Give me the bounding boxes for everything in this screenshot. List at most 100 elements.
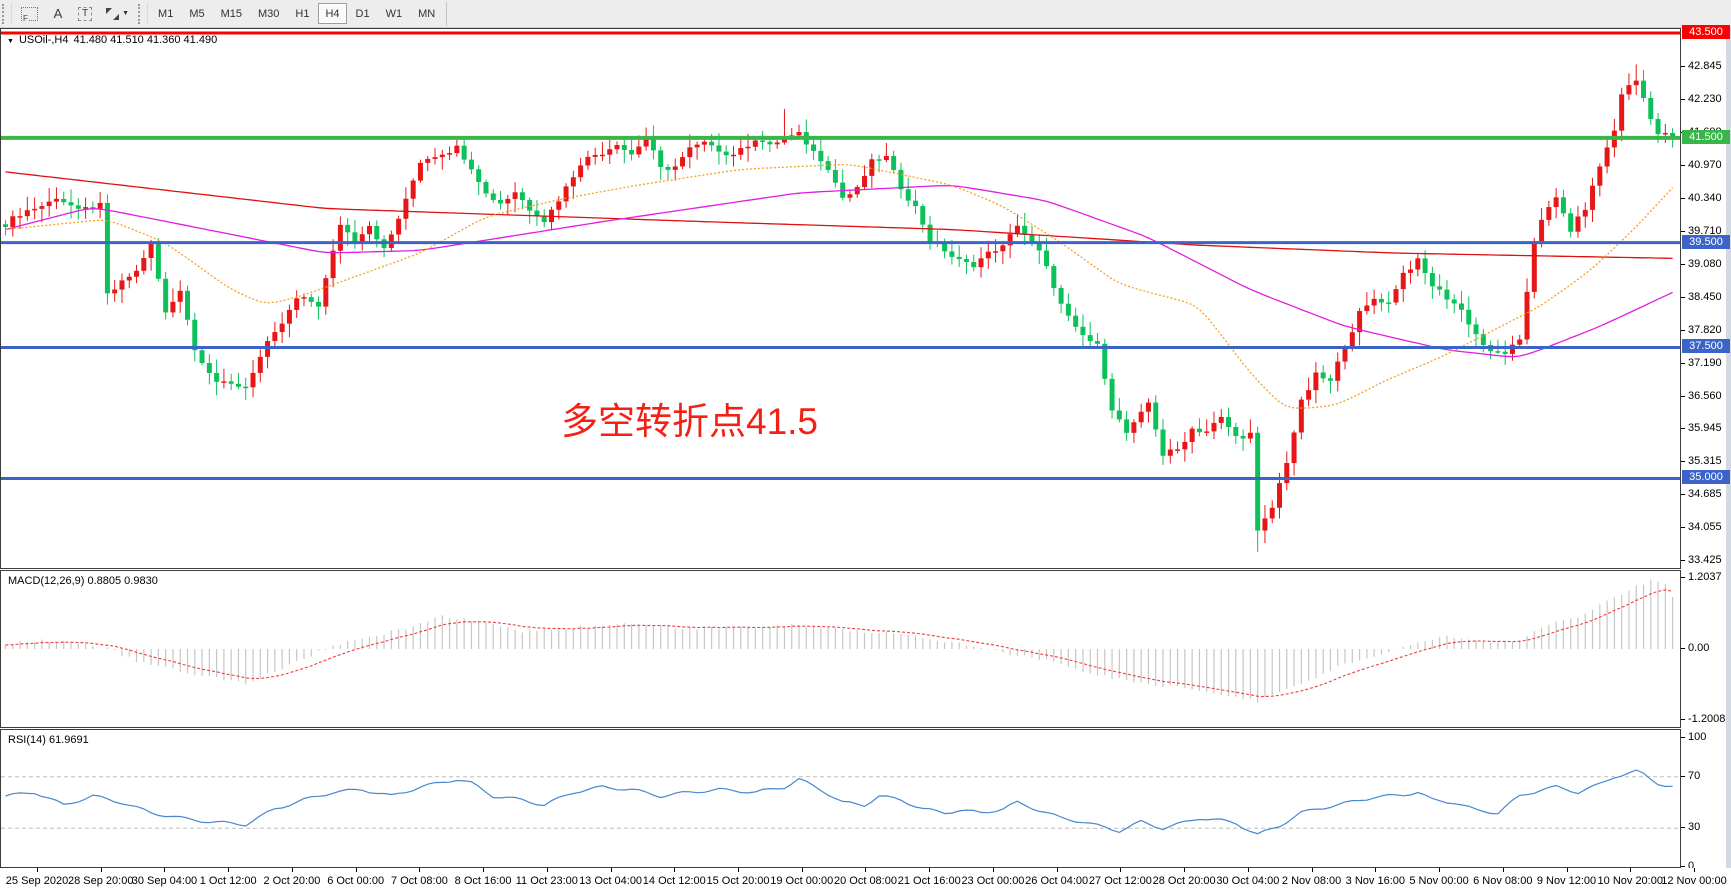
macd-tick-label: -1.2008 <box>1688 712 1726 725</box>
axis-tick-mark <box>1681 197 1685 199</box>
timeframe-button-D1[interactable]: D1 <box>349 3 377 24</box>
time-tick-label: 20 Oct 08:00 <box>833 875 897 887</box>
timeframe-button-M5[interactable]: M5 <box>182 3 211 24</box>
rsi-indicator-panel[interactable]: RSI(14) 61.9691 <box>0 729 1681 868</box>
time-tick-mark <box>674 868 676 872</box>
macd-signal-line <box>5 589 1673 698</box>
text-box-button[interactable]: T <box>72 3 98 25</box>
time-tick-mark <box>1502 868 1504 872</box>
macd-histogram <box>4 579 1674 703</box>
text-label-icon: A <box>53 6 63 21</box>
time-tick-label: 27 Oct 12:00 <box>1088 875 1152 887</box>
axis-tick-mark <box>1681 648 1685 649</box>
timeframe-button-H4[interactable]: H4 <box>318 3 347 24</box>
time-tick-mark <box>37 868 38 872</box>
price-level-badge-39.500: 39.500 <box>1682 234 1730 249</box>
timeframe-button-M1[interactable]: M1 <box>151 3 180 24</box>
price-axis[interactable]: 42.84542.23041.60040.97040.34039.71039.0… <box>1681 25 1731 872</box>
price-level-badge-35.000: 35.000 <box>1682 470 1730 485</box>
time-tick-label: 11 Oct 23:00 <box>515 875 578 887</box>
annotation-text[interactable]: 多空转折点41.5 <box>561 401 819 442</box>
toolbar-separator <box>446 1 448 26</box>
timeframe-button-H1[interactable]: H1 <box>288 3 316 24</box>
ma-slow-red-line <box>5 171 1673 260</box>
time-tick-label: 13 Oct 04:00 <box>579 875 643 887</box>
ma-fast-orange-line <box>5 163 1674 409</box>
axis-tick-mark <box>1681 362 1685 364</box>
price-tick-label: 42.845 <box>1688 60 1722 73</box>
time-tick-label: 28 Sep 20:00 <box>67 875 134 887</box>
time-tick-mark <box>546 868 548 872</box>
price-level-badge-37.500: 37.500 <box>1682 339 1730 354</box>
time-tick-label: 10 Nov 20:00 <box>1597 875 1663 887</box>
axis-tick-mark <box>1681 718 1685 720</box>
time-tick-mark <box>1120 868 1122 872</box>
text-box-icon: T <box>78 6 93 21</box>
time-tick-mark <box>1439 868 1441 872</box>
price-tick-label: 36.560 <box>1688 389 1722 402</box>
axis-tick-mark <box>1681 560 1685 562</box>
symbol-marker-icon: ▼ <box>7 37 14 45</box>
price-tick-label: 38.450 <box>1688 290 1722 303</box>
dropdown-caret-icon: ▼ <box>122 10 130 17</box>
price-tick-label: 37.190 <box>1688 356 1722 369</box>
cursor-arrows-icon <box>106 7 120 20</box>
time-tick-mark <box>419 868 421 872</box>
price-level-badge-41.500: 41.500 <box>1682 129 1730 144</box>
candlestick-series[interactable] <box>3 64 1676 552</box>
price-tick-label: 35.315 <box>1688 454 1722 467</box>
axis-tick-mark <box>1681 493 1685 495</box>
axis-tick-mark <box>1681 164 1685 166</box>
toolbar-grip-2[interactable] <box>138 3 149 24</box>
toolbar: F A T ▼ M1 M5 M15 M30 H1 H4 D1 W1 MN <box>0 0 1731 28</box>
price-tick-label: 39.710 <box>1688 224 1722 237</box>
timeframe-button-M15[interactable]: M15 <box>214 3 249 24</box>
time-tick-label: 23 Oct 00:00 <box>961 875 1025 887</box>
time-tick-mark <box>929 868 931 872</box>
time-tick-label: 5 Nov 00:00 <box>1409 875 1469 887</box>
cursor-tools-button[interactable]: ▼ <box>100 3 135 25</box>
axis-tick-mark <box>1681 98 1685 100</box>
axis-tick-mark <box>1681 866 1685 867</box>
axis-tick-mark <box>1681 460 1685 462</box>
time-tick-label: 26 Oct 04:00 <box>1025 875 1089 887</box>
macd-indicator-panel[interactable]: MACD(12,26,9) 0.8805 0.9830 <box>0 570 1681 728</box>
time-tick-label: 2 Nov 08:00 <box>1281 875 1342 887</box>
timeframe-button-MN[interactable]: MN <box>411 3 442 24</box>
candlestick-chart-canvas[interactable] <box>1 29 1680 568</box>
text-label-button[interactable]: A <box>46 3 70 25</box>
rsi-tick-label: 100 <box>1688 731 1707 743</box>
macd-canvas[interactable] <box>1 571 1680 727</box>
time-tick-mark <box>865 868 867 872</box>
axis-tick-mark <box>1681 395 1685 397</box>
axis-tick-mark <box>1681 576 1685 578</box>
price-tick-label: 34.055 <box>1688 521 1722 533</box>
time-tick-mark <box>1184 868 1186 872</box>
time-tick-label: 30 Oct 04:00 <box>1216 875 1280 887</box>
price-level-badge-43.500: 43.500 <box>1682 25 1730 39</box>
time-axis[interactable]: 25 Sep 2020 28 Sep 20:00 30 Sep 04:00 1 Oct… <box>0 868 1731 894</box>
chart-shift-button[interactable]: F <box>15 3 44 25</box>
time-tick-mark <box>291 868 293 872</box>
price-tick-label: 33.425 <box>1688 554 1722 567</box>
time-tick-label: 6 Oct 00:00 <box>327 875 385 887</box>
time-tick-label: 21 Oct 16:00 <box>897 875 961 887</box>
time-tick-label: 2 Oct 20:00 <box>263 875 321 887</box>
main-price-chart-panel[interactable]: ▼ USOil-,H4 41.480 41.510 41.360 41.490 … <box>0 28 1681 569</box>
price-tick-label: 39.080 <box>1688 257 1722 270</box>
toolbar-grip[interactable] <box>2 3 12 24</box>
axis-tick-mark <box>1681 230 1685 232</box>
rsi-canvas[interactable] <box>1 730 1680 867</box>
timeframe-button-group: M1 M5 M15 M30 H1 H4 D1 W1 MN <box>150 3 443 24</box>
timeframe-button-W1[interactable]: W1 <box>379 3 410 24</box>
time-tick-mark <box>483 868 485 872</box>
time-tick-mark <box>164 868 166 872</box>
axis-tick-mark <box>1681 427 1685 429</box>
time-tick-mark <box>1630 868 1632 872</box>
time-tick-label: 30 Sep 04:00 <box>131 875 198 887</box>
rsi-label: RSI(14) 61.9691 <box>8 734 89 746</box>
rsi-line <box>5 769 1673 835</box>
timeframe-button-M30[interactable]: M30 <box>251 3 286 24</box>
price-tick-label: 34.685 <box>1688 487 1722 500</box>
